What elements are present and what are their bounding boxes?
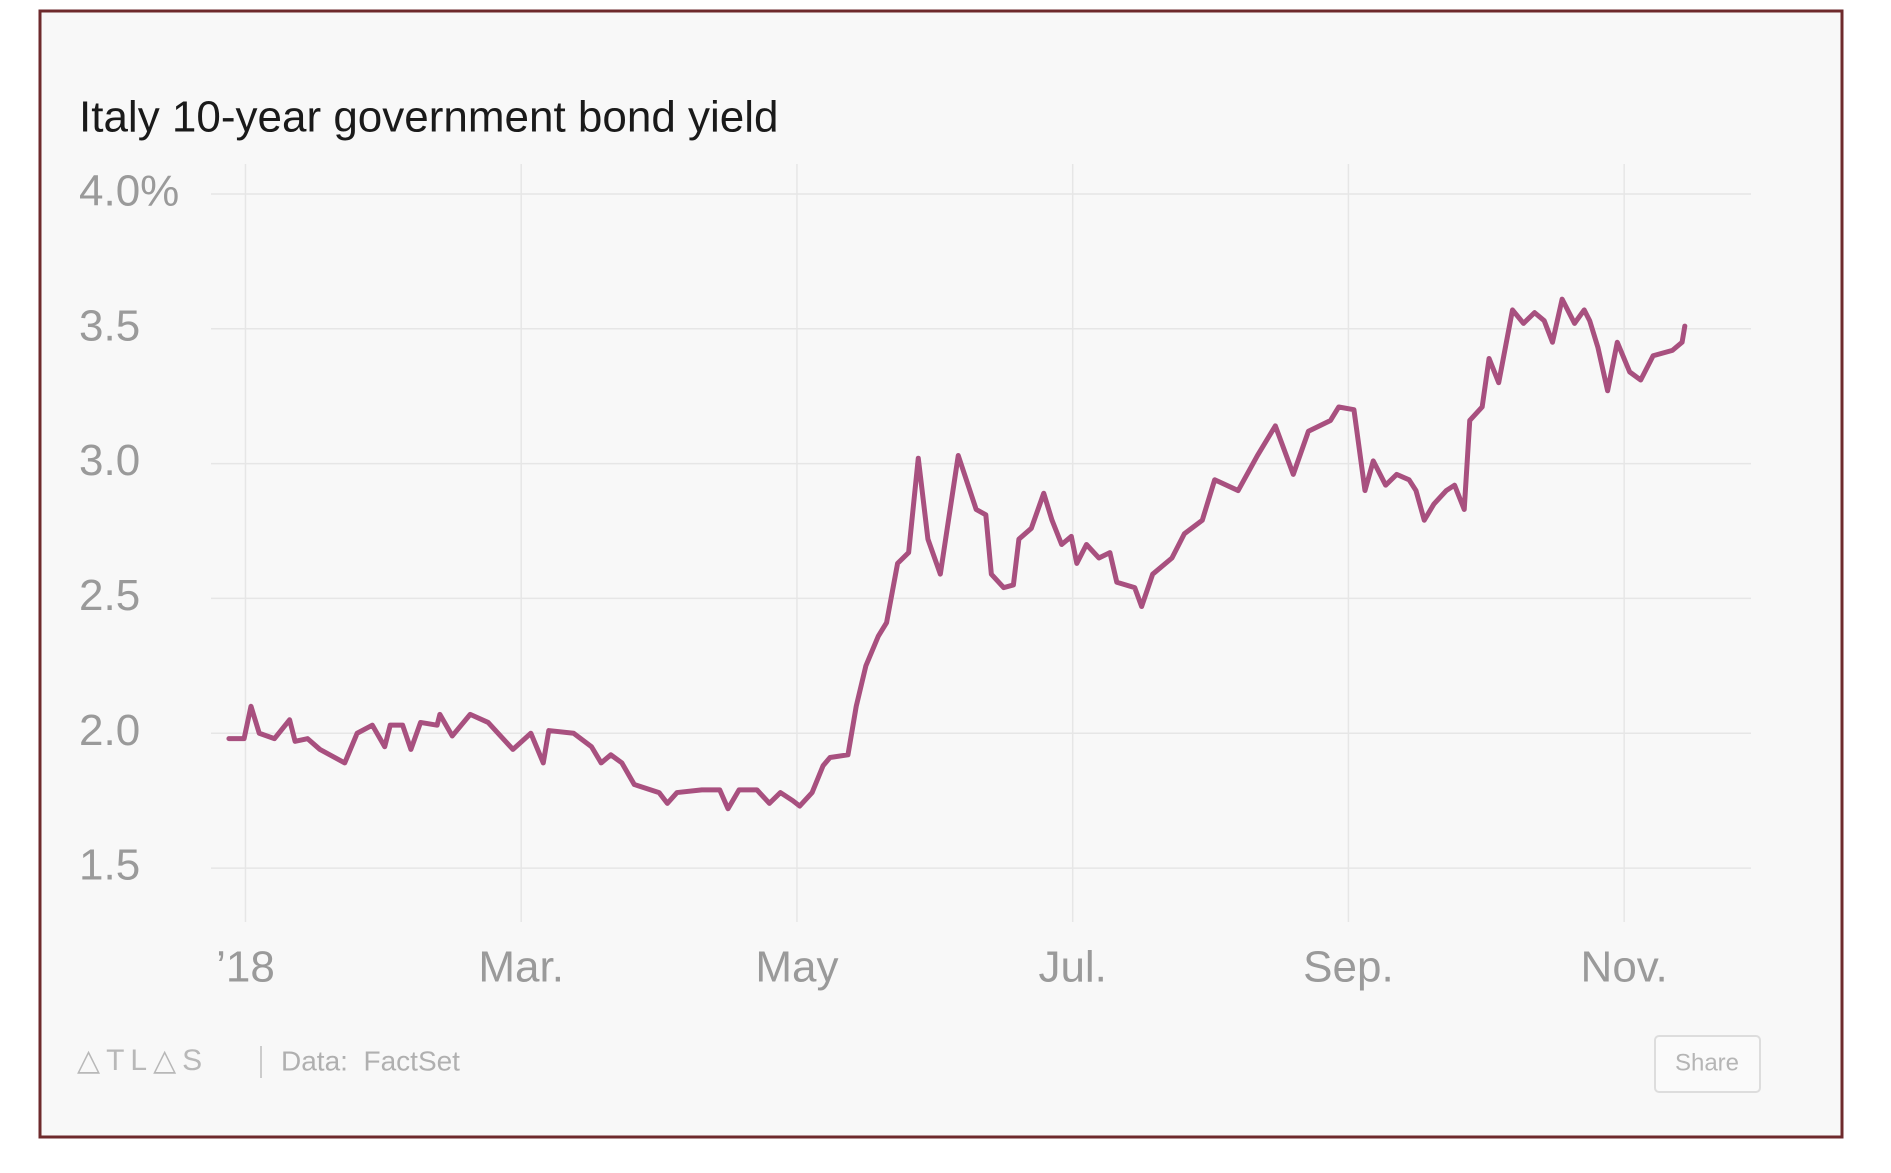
y-tick-label: 3.5 — [79, 301, 140, 350]
y-tick-label: 3.0 — [79, 436, 140, 485]
y-tick-label: 2.5 — [79, 571, 140, 620]
grid: 1.5 2.0 2.5 3.0 3.5 4.0% ’18 Mar. May Jul. Sep. Nov… — [79, 164, 1751, 992]
share-box[interactable] — [1654, 1035, 1761, 1093]
source: Data: FactSet — [281, 1045, 460, 1076]
share-label[interactable]: Share — [1675, 1049, 1739, 1076]
data-line — [226, 296, 1688, 812]
chart-title: Italy 10-year government bond yield — [79, 93, 779, 142]
x-tick-label: Nov. — [1581, 943, 1668, 992]
x-tick-label: Sep. — [1303, 943, 1394, 992]
y-tick-label: 2.0 — [79, 706, 140, 755]
y-tick-label: 4.0% — [79, 167, 179, 216]
share-button[interactable]: Share — [1654, 1035, 1761, 1093]
x-tick-label: May — [755, 943, 838, 992]
y-tick-label: 1.5 — [79, 841, 140, 890]
logo: △TL△S — [77, 1044, 208, 1077]
x-tick-label: Jul. — [1038, 943, 1106, 992]
x-tick-label: ’18 — [216, 943, 275, 992]
plot — [226, 296, 1688, 812]
x-tick-label: Mar. — [478, 943, 564, 992]
